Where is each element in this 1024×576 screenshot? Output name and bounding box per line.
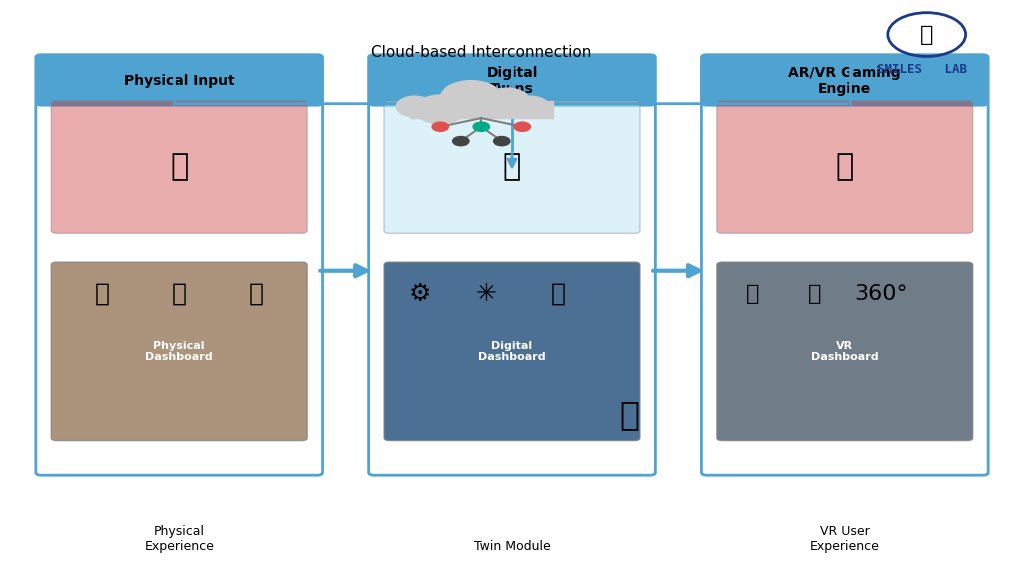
FancyBboxPatch shape (384, 101, 640, 233)
Text: 🕵: 🕵 (620, 398, 640, 431)
FancyBboxPatch shape (51, 262, 307, 441)
Text: SMILES   LAB: SMILES LAB (877, 63, 967, 75)
FancyBboxPatch shape (369, 55, 655, 107)
FancyBboxPatch shape (701, 55, 988, 107)
FancyBboxPatch shape (384, 262, 640, 441)
Circle shape (484, 88, 529, 113)
FancyBboxPatch shape (701, 55, 988, 475)
Circle shape (396, 96, 433, 117)
FancyBboxPatch shape (36, 55, 323, 107)
Circle shape (415, 95, 466, 124)
Circle shape (494, 137, 510, 146)
Circle shape (453, 137, 469, 146)
Bar (41, 58, 317, 104)
Text: VR
Dashboard: VR Dashboard (811, 340, 879, 362)
Circle shape (473, 122, 489, 131)
Text: 🤖: 🤖 (920, 25, 934, 44)
Circle shape (432, 122, 449, 131)
Text: 📡: 📡 (95, 282, 110, 306)
Text: 🎡: 🎡 (172, 282, 186, 306)
FancyBboxPatch shape (717, 101, 973, 233)
Bar (410, 101, 553, 118)
Text: 360°: 360° (854, 284, 907, 304)
Text: 🚗: 🚗 (170, 153, 188, 181)
Text: ✳: ✳ (476, 282, 497, 306)
Text: Digital
Twins: Digital Twins (486, 66, 538, 96)
Text: 🚗: 🚗 (836, 153, 854, 181)
Bar (374, 58, 650, 104)
Circle shape (512, 96, 549, 117)
FancyBboxPatch shape (51, 101, 307, 233)
Bar (707, 58, 983, 104)
Text: Physical
Dashboard: Physical Dashboard (145, 340, 213, 362)
Text: Physical
Experience: Physical Experience (144, 525, 214, 553)
Text: Digital
Dashboard: Digital Dashboard (478, 340, 546, 362)
Circle shape (440, 81, 502, 115)
Text: ⚙: ⚙ (409, 282, 431, 306)
Text: 🔧: 🔧 (249, 282, 263, 306)
Text: VR User
Experience: VR User Experience (810, 525, 880, 553)
Text: Twin Module: Twin Module (474, 540, 550, 553)
Text: 🚙: 🚙 (503, 153, 521, 181)
Text: 📦: 📦 (745, 284, 760, 304)
FancyBboxPatch shape (369, 55, 655, 475)
Circle shape (514, 122, 530, 131)
FancyBboxPatch shape (717, 262, 973, 441)
Text: 👆: 👆 (807, 284, 821, 304)
Text: AR/VR Gaming
Engine: AR/VR Gaming Engine (788, 66, 901, 96)
Text: Cloud-based Interconnection: Cloud-based Interconnection (371, 46, 592, 60)
Text: 📊: 📊 (551, 282, 565, 306)
Text: Physical Input: Physical Input (124, 74, 234, 88)
FancyBboxPatch shape (36, 55, 323, 475)
